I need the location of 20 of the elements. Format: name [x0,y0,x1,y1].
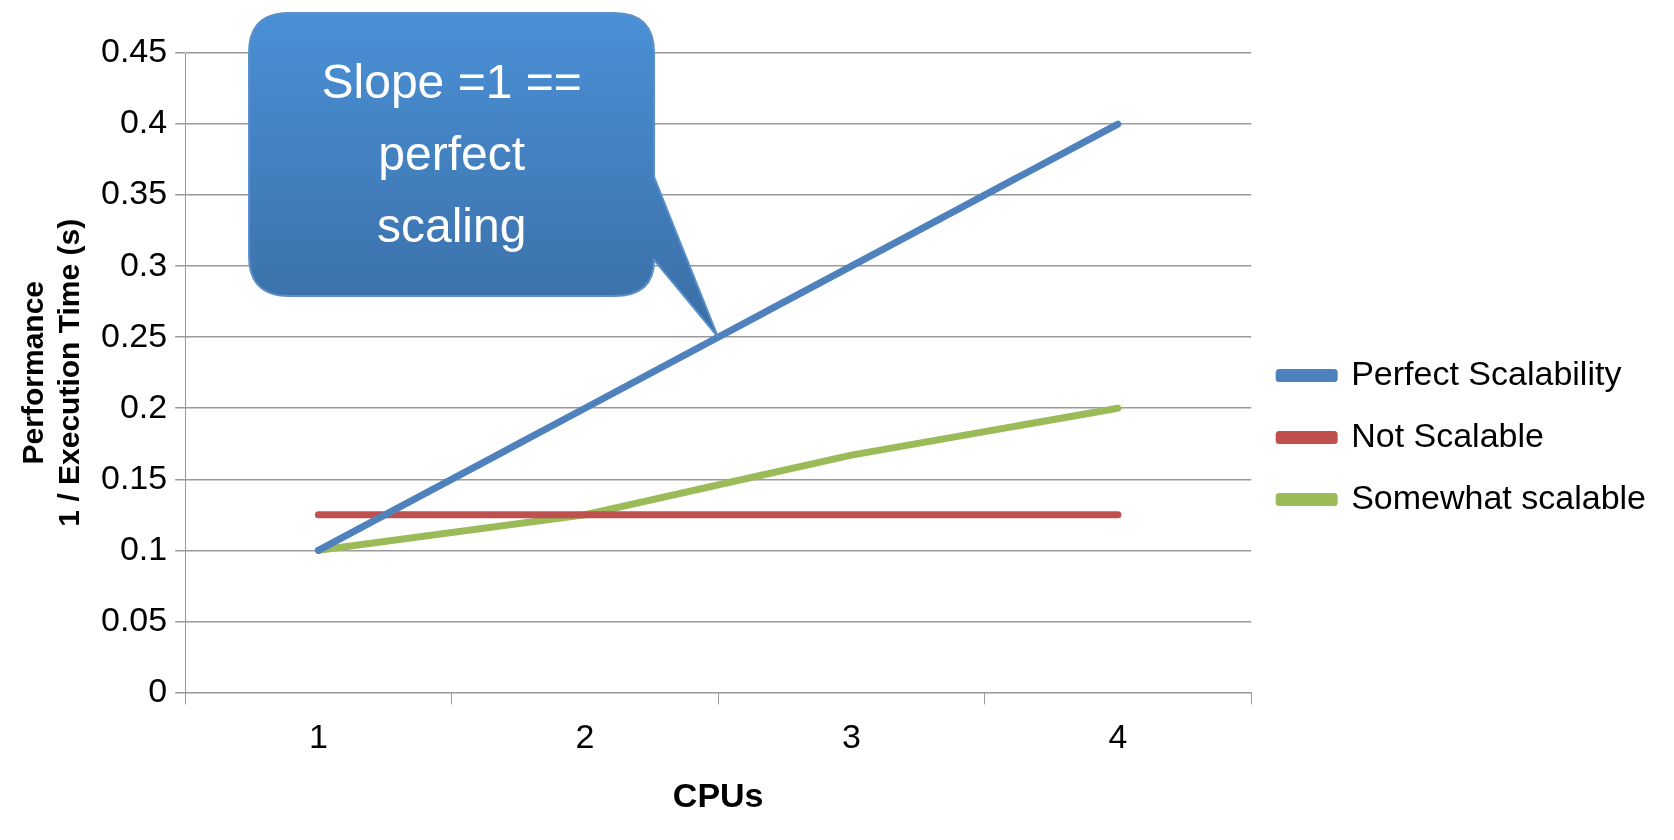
y-tick-label: 0.15 [100,457,168,496]
x-tick-label: 4 [1108,717,1128,756]
x-tick-label: 1 [308,717,328,756]
y-tick-label: 0.35 [100,173,168,212]
annotation: Slope =1 == perfect scaling [320,54,583,255]
y-tick-label: 0.4 [119,102,168,141]
y-tick-label: 0.3 [119,244,168,283]
legend-label: Not Scalable [1351,415,1544,454]
y-tick-label: 0.05 [100,599,168,638]
y-tick-label: 0 [148,670,168,709]
legend-label: Perfect Scalability [1351,353,1622,392]
x-tick-label: 3 [841,717,861,756]
y-tick-label: 0.2 [119,386,168,425]
y-tick-label: 0.25 [100,315,168,354]
y-axis-title: Performance 1 / Execution Time (s) [16,218,86,527]
y-tick-label: 0.1 [119,528,168,567]
y-tick-label: 0.45 [100,31,168,70]
x-tick-label: 2 [575,717,595,756]
legend-label: Somewhat scalable [1351,477,1646,516]
x-axis-title: CPUs [672,775,764,814]
